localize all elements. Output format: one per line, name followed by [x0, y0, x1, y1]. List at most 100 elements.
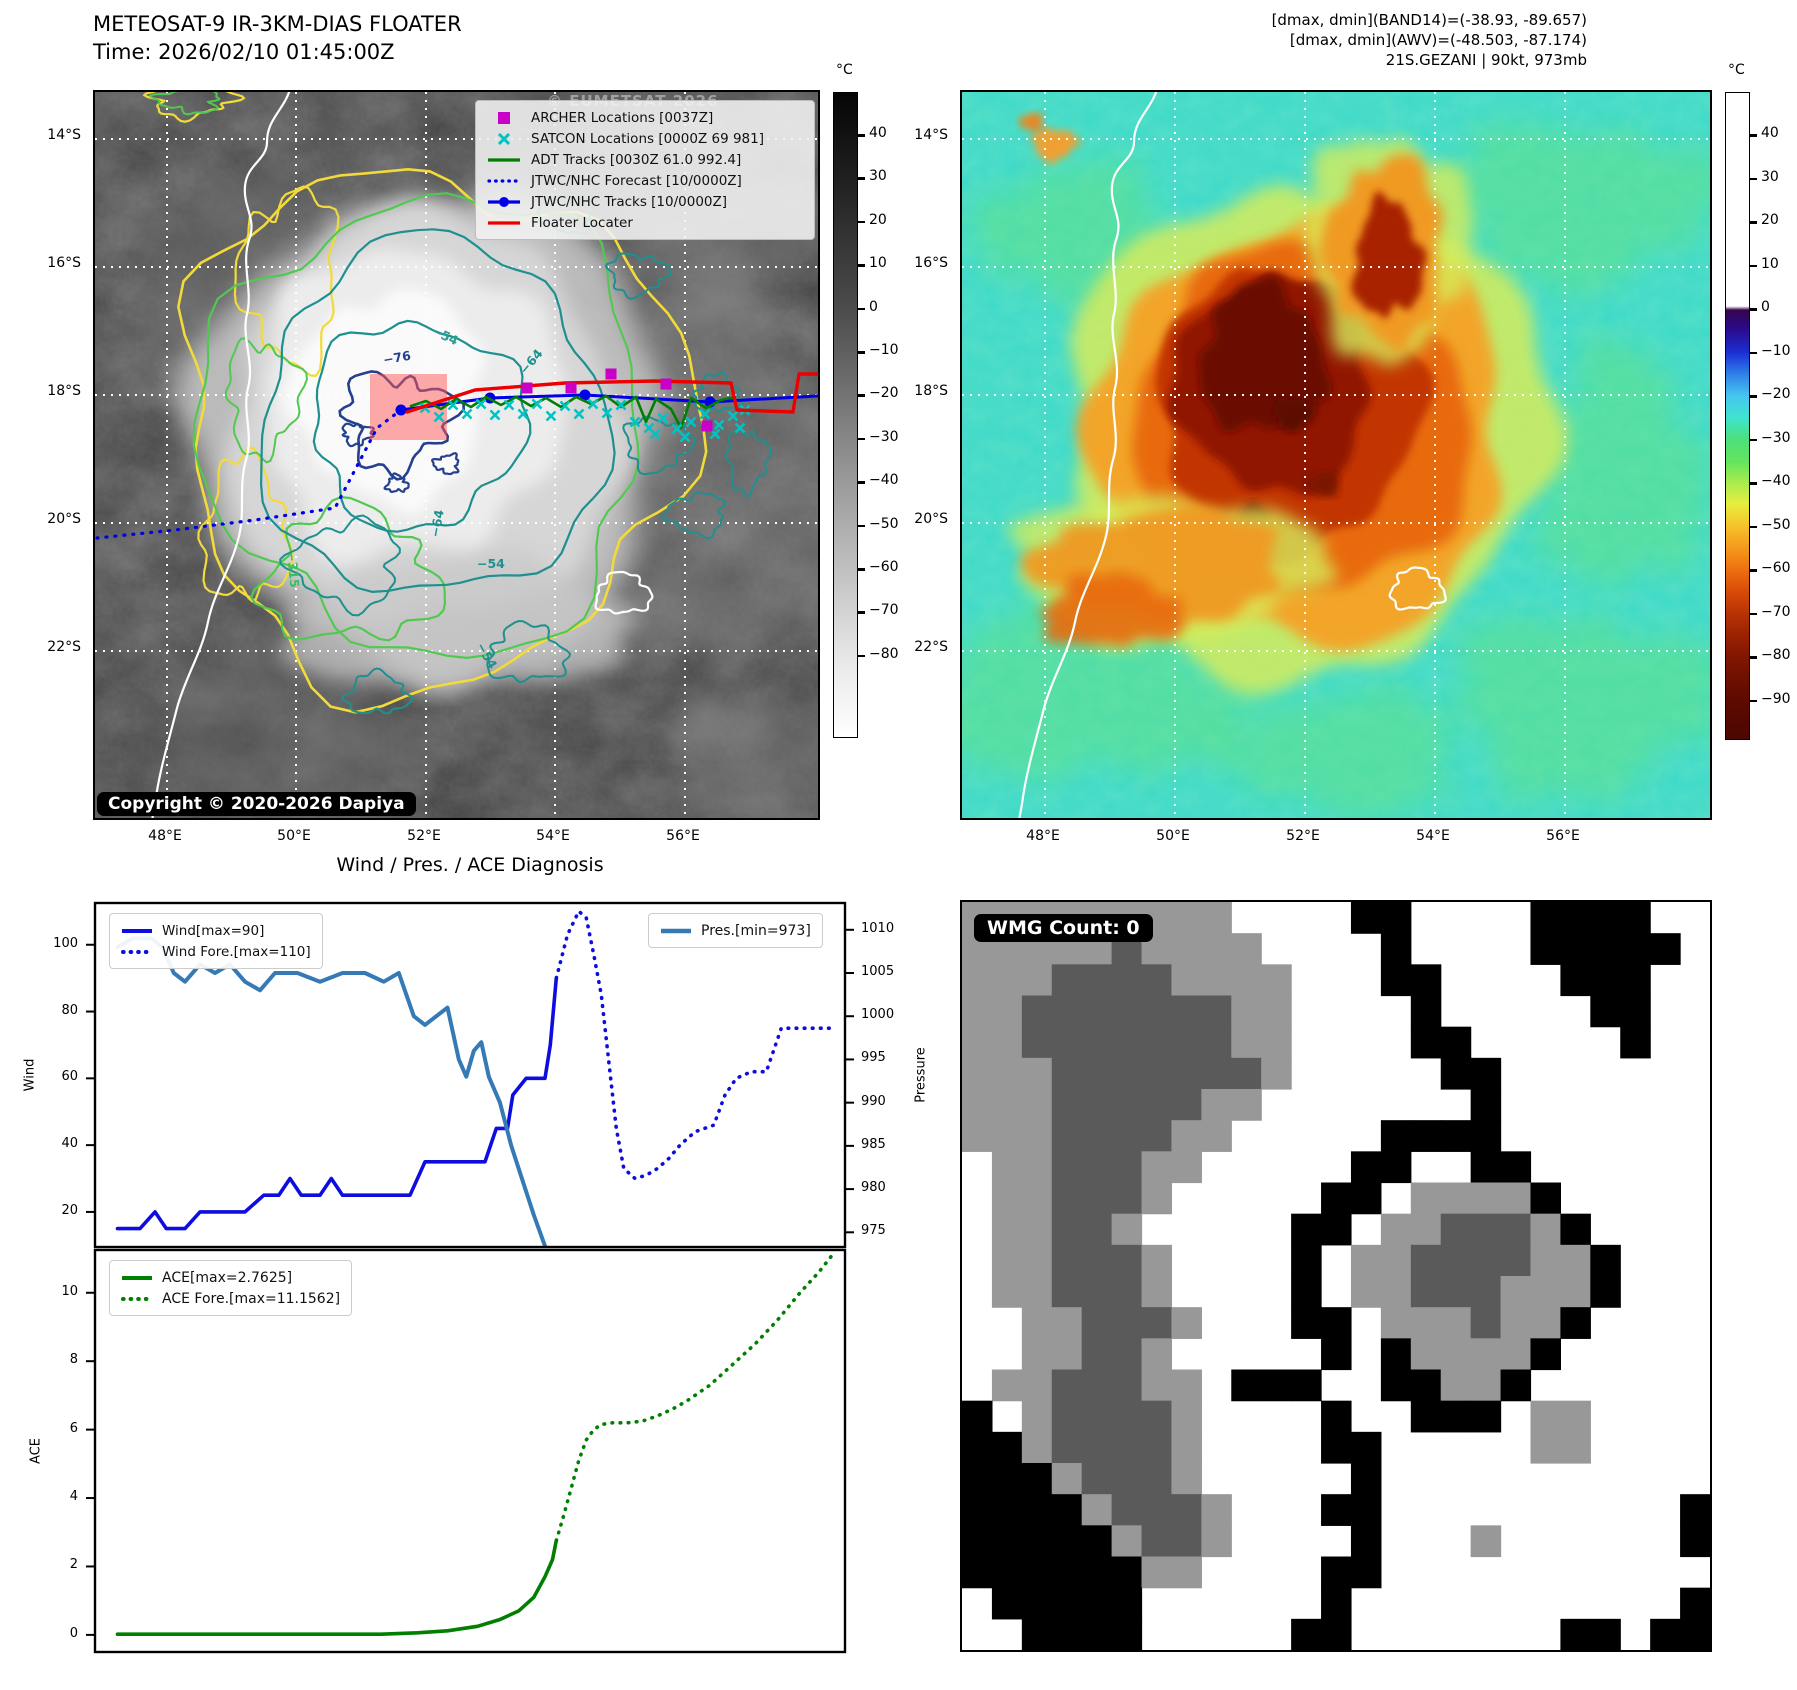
pressure-tick-label: 1010	[861, 920, 895, 936]
ir-colorbar-unit: °C	[836, 62, 853, 78]
ir-grayscale-satellite-map: © EUMETSAT 2026 ARCHER Locations [0037Z]…	[93, 90, 820, 820]
ace-tick-label: 6	[69, 1420, 78, 1436]
enhanced-ir-colorbar-tick: −10	[1761, 342, 1791, 359]
map-legend: ARCHER Locations [0037Z] SATCON Locations…	[475, 100, 815, 240]
ir-colorbar-tick: −30	[869, 428, 899, 445]
ir-colorbar-tick-mark	[858, 568, 865, 571]
x-marker-icon	[497, 132, 511, 145]
right-map-y-tick: 20°S	[914, 511, 948, 527]
ir-colorbar-tick: −40	[869, 472, 899, 489]
enhanced-ir-colorbar-tick: 0	[1761, 299, 1770, 315]
enhanced-ir-colorbar-tick-mark	[1750, 438, 1757, 441]
page-title: METEOSAT-9 IR-3KM-DIAS FLOATER	[93, 12, 462, 36]
legend-item: ARCHER Locations [0037Z]	[486, 107, 804, 128]
legend-item-label: ARCHER Locations [0037Z]	[531, 109, 714, 126]
ace-tick-label: 8	[69, 1352, 78, 1368]
enhanced-ir-colorbar-unit: °C	[1728, 62, 1745, 78]
wind-tick-label: 40	[61, 1136, 78, 1152]
Wind[max=90]-line	[115, 976, 559, 1231]
ir-colorbar-tick-mark	[858, 437, 865, 441]
pressure-tick-label: 985	[861, 1136, 886, 1152]
enhanced-ir-colorbar-tick: −50	[1761, 516, 1791, 533]
right-map-y-tick: 18°S	[914, 383, 948, 399]
ace-legend: ACE[max=2.7625] ACE Fore.[max=11.1562]	[109, 1260, 353, 1316]
contour-label: −54	[477, 556, 505, 571]
pressure-tick-label: 1000	[861, 1007, 895, 1023]
ACE[max=2.7625]-line	[115, 1538, 559, 1637]
floater-track	[405, 372, 818, 414]
ir-colorbar-tick: −20	[869, 385, 899, 402]
left-map-x-tick: 48°E	[148, 828, 182, 844]
enhanced-ir-colorbar-tick-mark	[1750, 395, 1757, 398]
right-map-y-tick: 16°S	[914, 255, 948, 271]
legend-item-label: JTWC/NHC Forecast [10/0000Z]	[531, 172, 742, 189]
enhanced-ir-colorbar-tick: −20	[1761, 386, 1791, 402]
ace-axis-label: ACE	[28, 1438, 44, 1464]
wind-solid-swatch	[122, 928, 152, 933]
ir-colorbar-tick-mark	[858, 220, 865, 224]
enhanced-ir-colorbar-tick: −90	[1761, 690, 1791, 707]
Wind Fore.[max=110]-line	[554, 909, 836, 1181]
legend-pressure-label: Pres.[min=973]	[701, 922, 811, 939]
ir-colorbar-tick-mark	[858, 481, 865, 484]
ace-tick-label: 10	[61, 1283, 78, 1299]
enhanced-ir-colorbar-tick-mark	[1750, 656, 1757, 659]
Pres.[min=973]-line	[115, 936, 547, 1249]
legend-item-label: Floater Locater	[531, 214, 633, 231]
enhanced-ir-colorbar-tick: −40	[1761, 473, 1791, 489]
pressure-swatch	[661, 928, 691, 933]
pressure-tick-label: 995	[861, 1050, 886, 1066]
left-map-y-tick: 22°S	[47, 639, 81, 655]
ace-tick-label: 0	[69, 1625, 78, 1641]
ir-colorbar-tick-mark	[858, 307, 865, 311]
time-label: Time: 2026/02/10 01:45:00Z	[93, 40, 395, 64]
left-map-y-tick: 16°S	[47, 255, 81, 271]
enhanced-ir-colorbar-tick-mark	[1750, 221, 1757, 224]
ace-tick-label: 2	[69, 1557, 78, 1573]
enhanced-ir-colorbar-tick: −80	[1761, 647, 1791, 663]
legend-item: JTWC/NHC Forecast [10/0000Z]	[486, 170, 804, 191]
right-map-x-tick: 56°E	[1546, 828, 1580, 844]
line-marker-icon	[488, 157, 520, 162]
enhanced-ir-colorbar-tick: −30	[1761, 429, 1791, 446]
enhanced-ir-colorbar-tick-mark	[1750, 699, 1757, 702]
ace-forecast-swatch	[121, 1296, 154, 1301]
ir-colorbar-tick-mark	[858, 134, 865, 137]
ACE Fore.[max=11.1562]-line	[554, 1251, 836, 1543]
storm-id-intensity-label: 21S.GEZANI | 90kt, 973mb	[1385, 51, 1587, 69]
pressure-axis-label: Pressure	[913, 1047, 929, 1103]
color-map-graphics	[962, 92, 1710, 818]
storm-metrics-header: [dmax, dmin](BAND14)=(-38.93, -89.657) […	[1087, 10, 1587, 70]
wind-tick-label: 100	[53, 935, 78, 951]
legend-item: ADT Tracks [0030Z 61.0 992.4]	[486, 149, 804, 170]
left-map-x-tick: 56°E	[666, 828, 700, 844]
pressure-tick-label: 975	[861, 1223, 886, 1239]
legend-wind-forecast-label: Wind Fore.[max=110]	[162, 943, 311, 960]
ir-colorbar-tick-mark	[858, 394, 865, 397]
enhanced-ir-colorbar-tick: −60	[1761, 560, 1791, 576]
legend-item: JTWC/NHC Tracks [10/0000Z]	[486, 191, 804, 212]
legend-item: Floater Locater	[486, 212, 804, 233]
enhanced-ir-colorbar-tick: 30	[1761, 168, 1779, 185]
legend-item-label: ADT Tracks [0030Z 61.0 992.4]	[531, 151, 742, 168]
ir-colorbar-tick-mark	[858, 264, 865, 267]
ir-color-enhanced-satellite-map	[960, 90, 1712, 820]
wind-tick-label: 20	[61, 1202, 78, 1218]
enhanced-ir-colorbar-tick: 10	[1761, 255, 1779, 272]
ir-colorbar-tick-mark	[858, 524, 865, 528]
ir-colorbar-tick: 0	[869, 298, 878, 315]
wind-tick-label: 60	[61, 1069, 78, 1085]
enhanced-ir-colorbar-tick-mark	[1750, 308, 1757, 311]
enhanced-ir-colorbar-tick-mark	[1750, 264, 1757, 267]
enhanced-ir-colorbar-tick-mark	[1750, 482, 1757, 485]
ir-colorbar-tick-mark	[858, 611, 865, 614]
wmg-grid-graphics	[962, 902, 1710, 1650]
enhanced-ir-colorbar	[1725, 92, 1750, 740]
wind-legend: Wind[max=90] Wind Fore.[max=110]	[109, 913, 323, 969]
right-map-x-tick: 48°E	[1026, 828, 1060, 844]
left-map-y-tick: 14°S	[47, 127, 81, 143]
legend-ace-forecast-label: ACE Fore.[max=11.1562]	[162, 1290, 341, 1307]
dotted-marker-icon	[487, 178, 522, 183]
legend-item-label: JTWC/NHC Tracks [10/0000Z]	[531, 193, 728, 210]
